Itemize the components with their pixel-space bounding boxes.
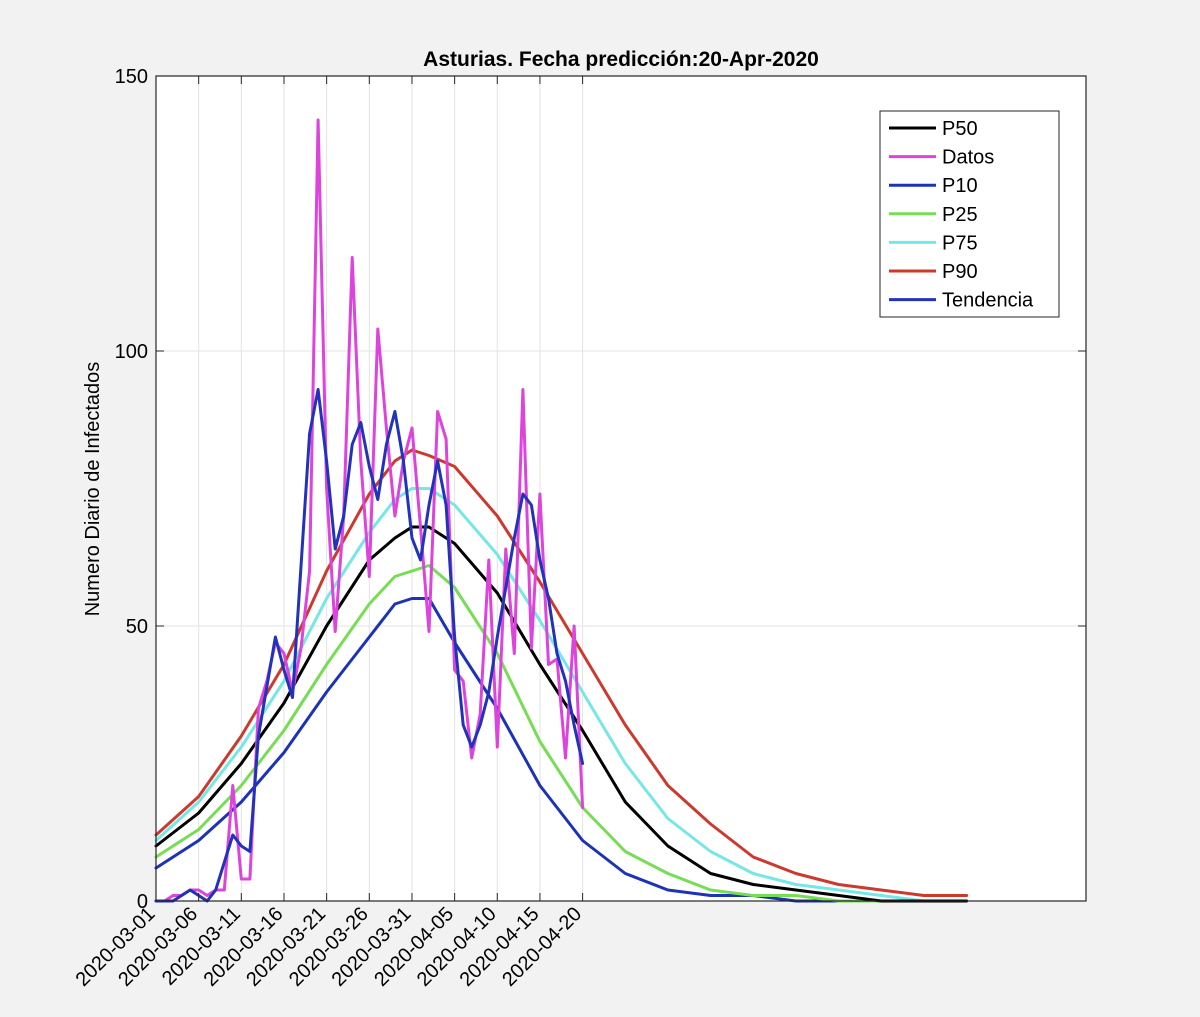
series-layer: [154, 118, 969, 903]
chart-title: Asturias. Fecha predicción:20-Apr-2020: [423, 48, 819, 71]
y-tick-label: 50: [126, 616, 148, 638]
series-line-tendencia: [154, 388, 585, 903]
legend-label-datos: Datos: [942, 147, 994, 169]
legend-label-p25: P25: [942, 204, 978, 226]
legend-label-p10: P10: [942, 175, 978, 197]
series-line-p25: [154, 564, 943, 903]
legend-label-p50: P50: [942, 118, 978, 140]
legend: P50 Datos P10 P25 P75 P90 Tendencia: [879, 110, 1060, 318]
series-line-p75: [154, 487, 969, 903]
plot-frame: [155, 75, 1087, 902]
series-line-p50: [154, 525, 969, 903]
legend-label-tendencia: Tendencia: [942, 290, 1034, 312]
y-tick-label: 0: [137, 891, 148, 913]
y-tick-label: 100: [115, 341, 148, 363]
legend-label-p75: P75: [942, 232, 978, 254]
y-axis-label: Numero Diario de Infectados: [82, 362, 104, 617]
legend-label-p90: P90: [942, 261, 978, 283]
y-tick-label: 150: [115, 66, 148, 88]
